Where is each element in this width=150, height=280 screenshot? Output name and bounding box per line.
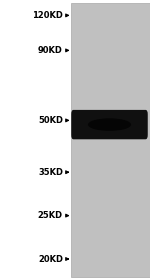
Text: 50KD: 50KD xyxy=(38,116,63,125)
Bar xyxy=(70,3,150,277)
Text: 25KD: 25KD xyxy=(38,211,63,220)
Text: 90KD: 90KD xyxy=(38,46,63,55)
Text: 20KD: 20KD xyxy=(38,255,63,263)
Ellipse shape xyxy=(88,118,131,131)
FancyBboxPatch shape xyxy=(71,110,148,139)
Text: 120KD: 120KD xyxy=(32,11,63,20)
Text: 35KD: 35KD xyxy=(38,168,63,177)
